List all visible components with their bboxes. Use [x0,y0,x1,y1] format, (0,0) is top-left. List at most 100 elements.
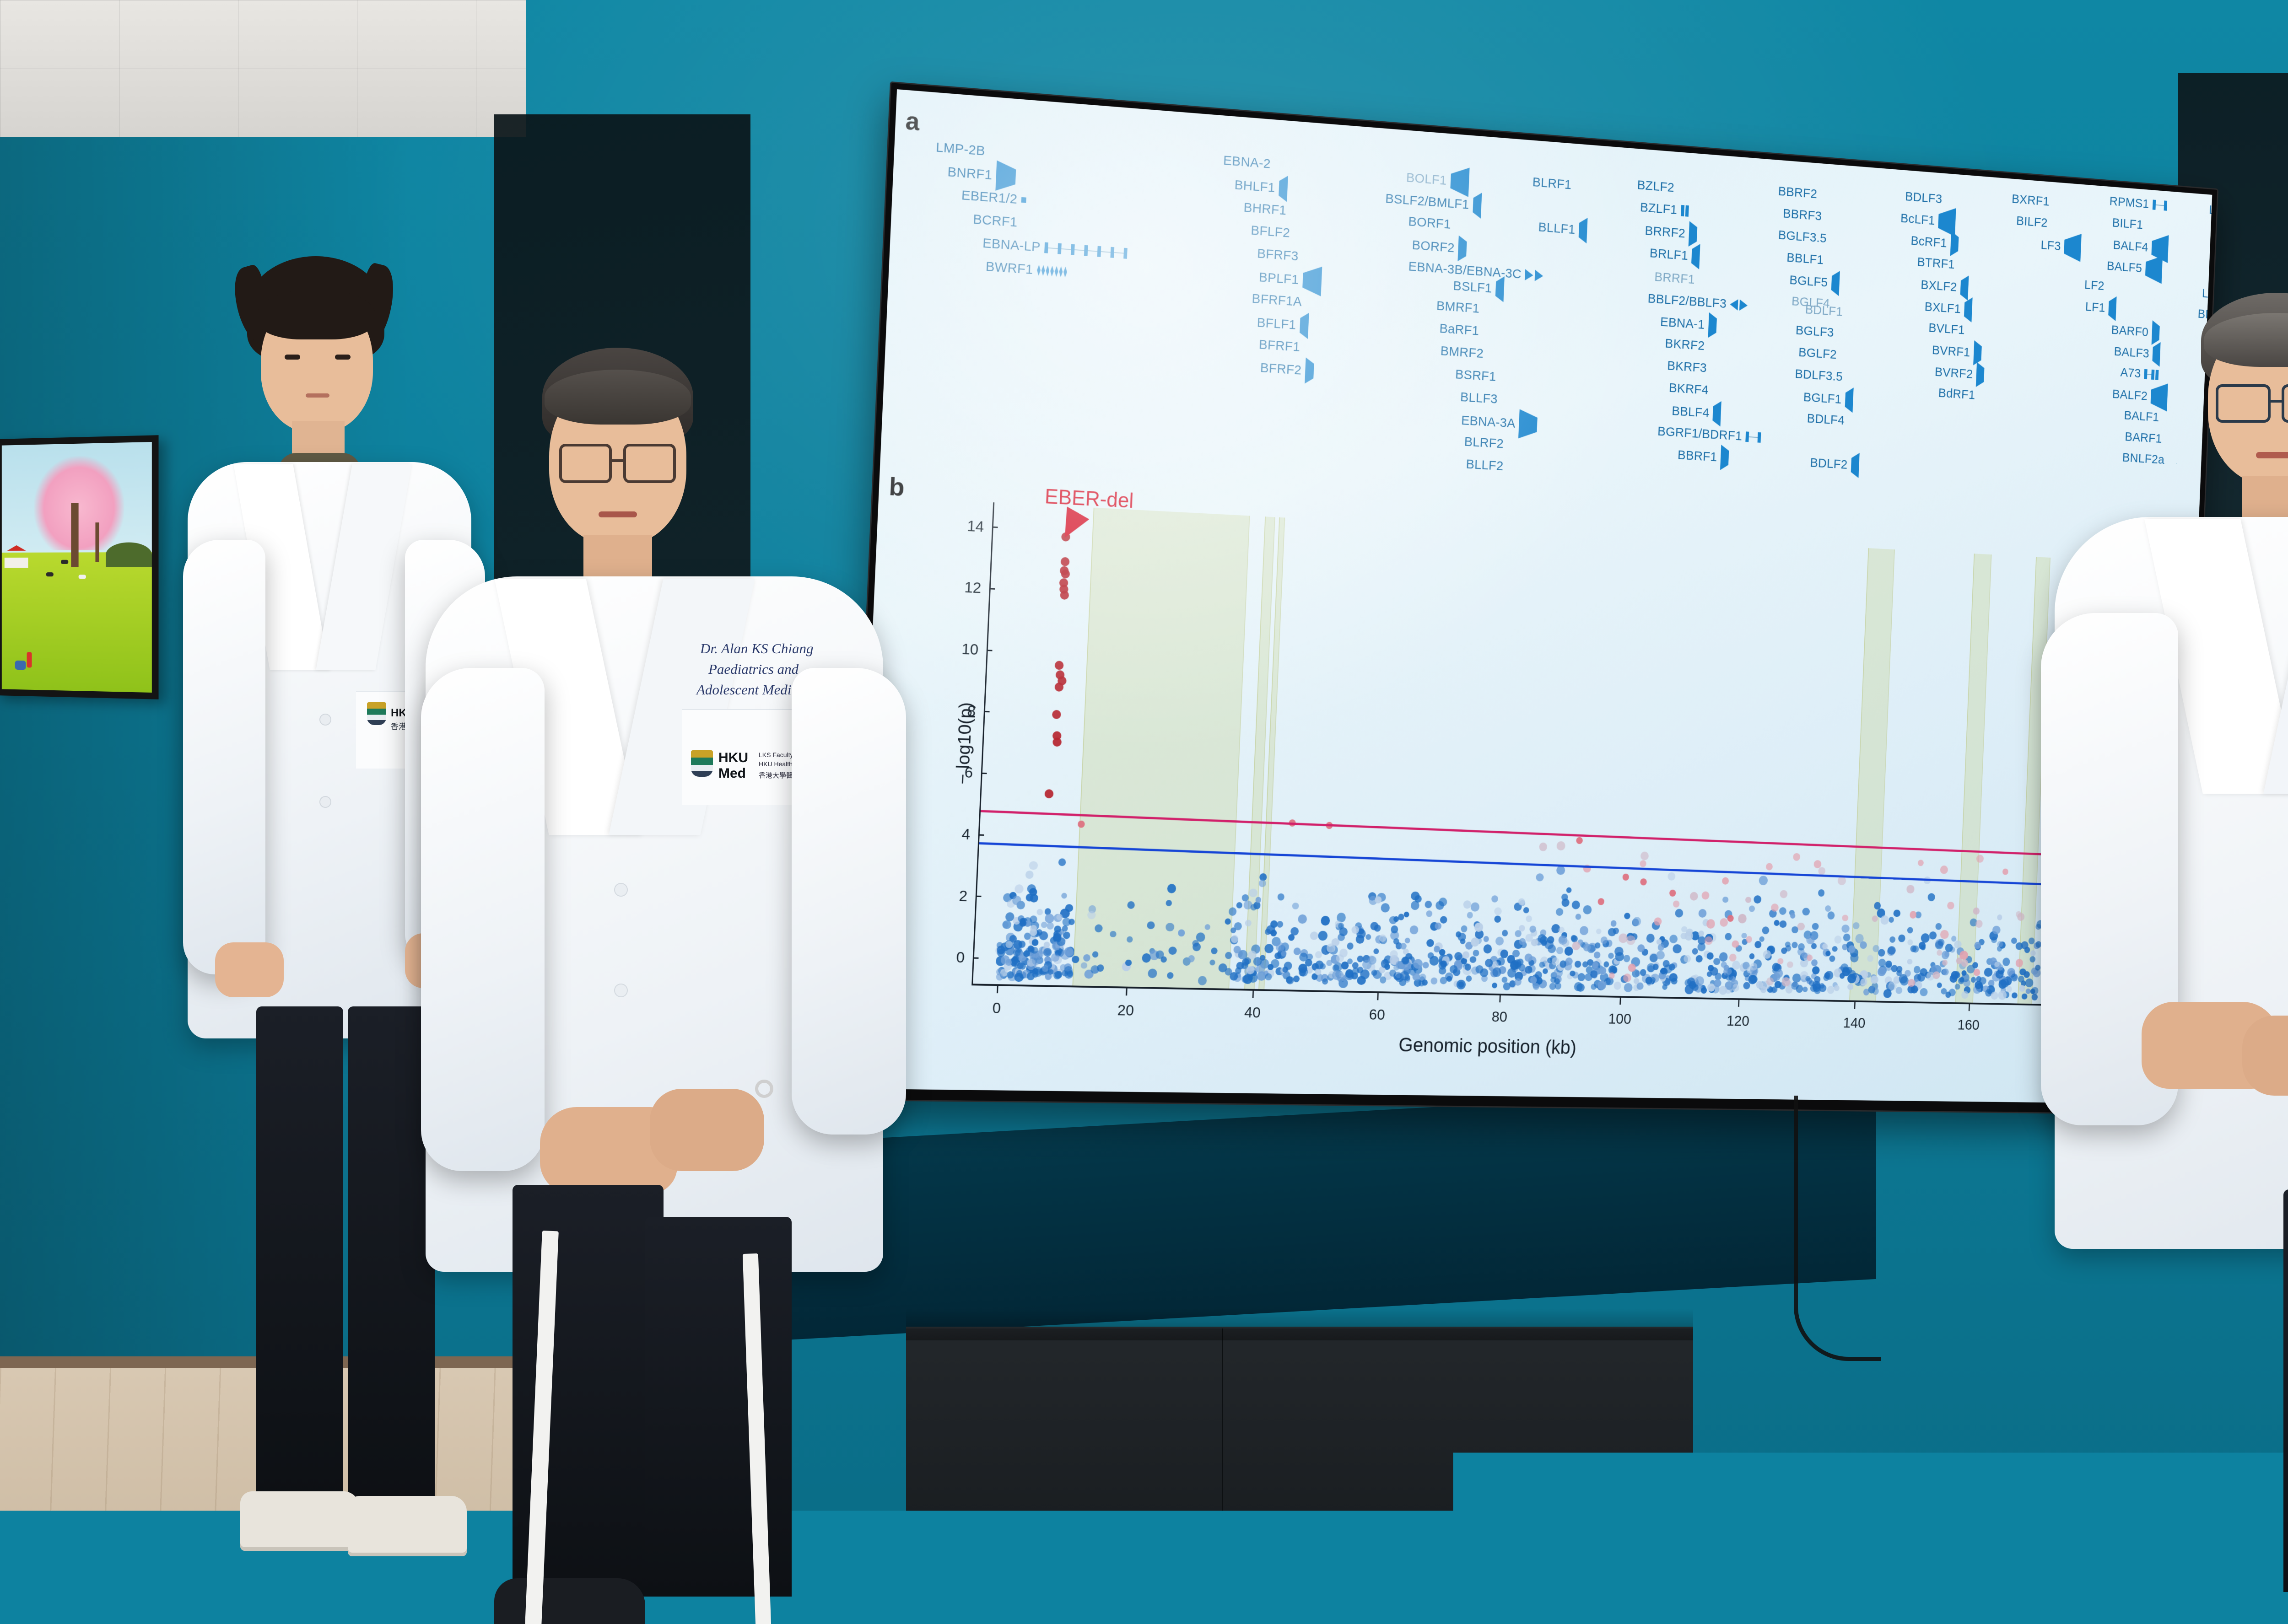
scatter-point [1746,936,1752,943]
scatter-point [1338,923,1344,929]
scatter-point [1469,956,1476,963]
scatter-point [1055,661,1064,670]
scatter-point [1671,978,1677,984]
scatter-point [1624,913,1630,919]
scatter-point [1684,931,1694,941]
gene-arrow-icon [1960,280,1969,296]
gene-arrow-icon [1964,302,1972,317]
scatter-point [1646,934,1655,943]
gene-label-bslf1: BSLF1 [1453,278,1505,296]
gene-label-text: BSLF1 [1453,279,1492,295]
y-axis [971,503,994,986]
gene-label-bkrf2: BKRF2 [1665,337,1709,353]
researcher-right: HKU HEALTH SYSTEM 香港大學醫療系統 [2027,293,2288,1624]
scatter-point [1613,981,1621,989]
scatter-point [1662,984,1667,990]
scatter-point [1277,893,1284,900]
gene-label-bblf1: BBLF1 [1786,251,1828,267]
scatter-point [1810,984,1817,992]
gene-arrow-icon [1458,241,1467,257]
gene-label-balf4: BALF4 [2113,238,2169,256]
scatter-point [1063,932,1070,939]
gene-label-text: BILF1 [2112,216,2143,231]
gene-label-eber1-2: EBER1/2 [961,189,1026,207]
scatter-point [1696,955,1703,963]
eyeglasses-right [2216,384,2271,423]
gene-label-text: EBNA-3B/EBNA-3C [1408,260,1522,281]
scatter-point [1539,962,1545,968]
scatter-point [1556,908,1564,916]
scatter-point [1706,952,1714,960]
scatter-point [1910,946,1917,952]
gene-label-bxrf1: BXRF1 [2012,193,2053,209]
gene-label-text: BVRF1 [1932,344,1970,359]
gene-label-bmrf2: BMRF2 [1440,344,1487,360]
scatter-point [1997,941,2003,947]
x-tick-140: 140 [1843,1002,1867,1032]
scatter-point [1467,912,1473,918]
gene-label-bflf1: BFLF1 [1257,315,1309,333]
gene-label-text: BaRF1 [1439,322,1479,338]
gene-label-barf1: BaRF1 [1439,322,1483,338]
gene-label-text: BKRF3 [1667,359,1707,375]
scatter-point [1797,922,1805,930]
media-cabinet [906,1327,1693,1624]
gene-label-bxlf1: BXLF1 [1924,300,1972,317]
gene-arrow-icon [1831,276,1840,291]
scatter-point [1326,960,1333,966]
eber-del-annotation: EBER-del [1044,484,1134,513]
x-tick-100: 100 [1608,997,1632,1027]
scatter-point [1763,950,1771,959]
scatter-point [1984,968,1992,977]
gene-label-lmp-2b: LMP-2B [936,140,990,158]
scatter-point [1043,948,1052,957]
gene-label-text: BLRF1 [1532,176,1572,192]
scatter-point [1315,951,1322,958]
scatter-point [1426,939,1434,947]
scatter-point [1422,979,1428,986]
scatter-point [1502,930,1508,936]
gene-label-text: LF2 [2084,279,2105,293]
scatter-point [1654,917,1662,925]
scatter-point [1834,936,1842,944]
scatter-point [1449,965,1457,973]
scatter-point [1725,933,1732,940]
scatter-point [1426,910,1433,917]
gene-label-bhlf1: BHLF1 [1234,177,1288,197]
gene-label-bzlf1: BZLF1 [1640,201,1689,218]
gene-label-text: BHRF1 [1243,201,1287,217]
scatter-point [1292,903,1299,909]
scatter-point [1576,983,1585,992]
scatter-point [1410,925,1419,934]
scatter-point [1053,971,1061,979]
scatter-point [1812,966,1819,974]
gene-arrow-icon [1713,406,1721,421]
scatter-point [1577,973,1585,981]
gene-label-bzlf2: BZLF2 [1637,179,1678,195]
scatter-point [1920,945,1926,951]
gene-label-bkrf4: BKRF4 [1668,382,1712,397]
gene-label-text: BBLF4 [1672,404,1710,419]
scatter-point [1719,952,1728,962]
gene-arrow-icon [1691,249,1700,264]
scatter-point [1994,962,1999,967]
gene-label-text: BLLF3 [1460,391,1498,406]
gene-arrow-icon [1579,223,1587,238]
scatter-point [1633,917,1641,926]
scatter-point [1675,909,1684,917]
scatter-point [1014,884,1024,893]
scatter-point [1473,950,1479,956]
scatter-point [1298,914,1307,924]
x-tick-120: 120 [1726,1000,1750,1030]
scatter-point [1381,903,1390,913]
scatter-point [1380,976,1387,984]
gene-label-text: BXRF1 [2012,193,2050,209]
scatter-point [1974,969,1980,976]
scatter-point [1771,903,1779,912]
scatter-point [1818,867,1825,875]
scatter-point [1556,947,1563,954]
scatter-point [1895,987,1902,994]
gene-arrow-icon [1721,451,1729,466]
gene-arrow-icon [1730,299,1748,311]
gene-label-brrf2: BRRF2 [1645,224,1697,242]
